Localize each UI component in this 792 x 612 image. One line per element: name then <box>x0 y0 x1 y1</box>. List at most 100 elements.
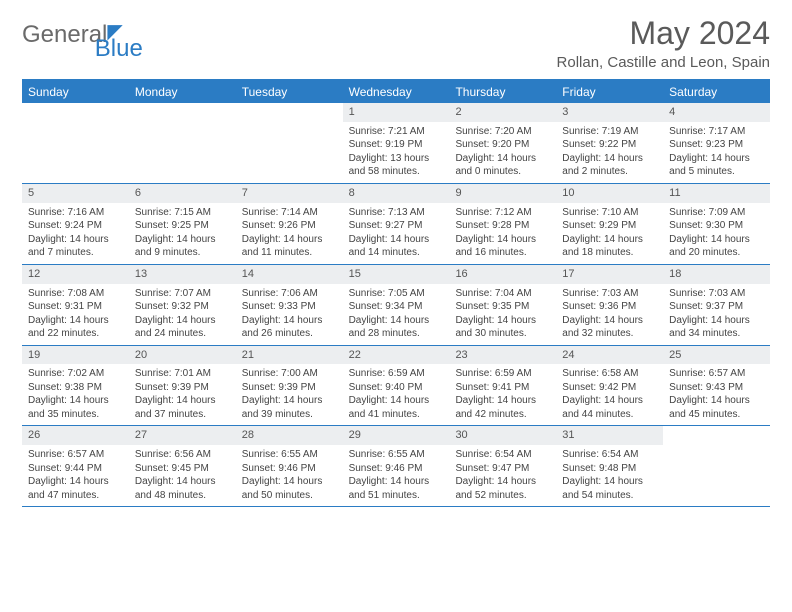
weekday-header: Tuesday <box>236 81 343 103</box>
calendar-day: 8Sunrise: 7:13 AMSunset: 9:27 PMDaylight… <box>343 184 450 264</box>
sunset-text: Sunset: 9:36 PM <box>562 300 657 314</box>
sunrise-text: Sunrise: 6:56 AM <box>135 448 230 462</box>
day-number: 31 <box>556 426 663 445</box>
sunrise-text: Sunrise: 7:20 AM <box>455 125 550 139</box>
sunrise-text: Sunrise: 7:13 AM <box>349 206 444 220</box>
daylight-text: Daylight: 14 hours and 22 minutes. <box>28 314 123 341</box>
weekday-header: Wednesday <box>343 81 450 103</box>
daylight-text: Daylight: 14 hours and 30 minutes. <box>455 314 550 341</box>
sunset-text: Sunset: 9:31 PM <box>28 300 123 314</box>
day-number: 4 <box>663 103 770 122</box>
calendar-day: 5Sunrise: 7:16 AMSunset: 9:24 PMDaylight… <box>22 184 129 264</box>
day-details: Sunrise: 7:03 AMSunset: 9:37 PMDaylight:… <box>663 287 770 341</box>
calendar-day: 26Sunrise: 6:57 AMSunset: 9:44 PMDayligh… <box>22 426 129 506</box>
day-details: Sunrise: 7:03 AMSunset: 9:36 PMDaylight:… <box>556 287 663 341</box>
daylight-text: Daylight: 14 hours and 44 minutes. <box>562 394 657 421</box>
day-number: 19 <box>22 346 129 365</box>
day-number: 6 <box>129 184 236 203</box>
sunrise-text: Sunrise: 6:59 AM <box>455 367 550 381</box>
day-details: Sunrise: 6:55 AMSunset: 9:46 PMDaylight:… <box>343 448 450 502</box>
day-number: 11 <box>663 184 770 203</box>
daylight-text: Daylight: 13 hours and 58 minutes. <box>349 152 444 179</box>
day-number: 5 <box>22 184 129 203</box>
daylight-text: Daylight: 14 hours and 14 minutes. <box>349 233 444 260</box>
calendar-day: 21Sunrise: 7:00 AMSunset: 9:39 PMDayligh… <box>236 346 343 426</box>
calendar-day: 13 Sunrise: 7:07 AMSunset: 9:32 PMDayligh… <box>129 265 236 345</box>
calendar-day: 20Sunrise: 7:01 AMSunset: 9:39 PMDayligh… <box>129 346 236 426</box>
sunrise-text: Sunrise: 6:59 AM <box>349 367 444 381</box>
day-number: 20 <box>129 346 236 365</box>
calendar: SundayMondayTuesdayWednesdayThursdayFrid… <box>22 79 770 507</box>
calendar-week: 19 Sunrise: 7:02 AMSunset: 9:38 PMDayligh… <box>22 346 770 427</box>
sunset-text: Sunset: 9:45 PM <box>135 462 230 476</box>
sunrise-text: Sunrise: 7:19 AM <box>562 125 657 139</box>
day-number: 3 <box>556 103 663 122</box>
logo: General◤ Blue <box>22 15 171 49</box>
sunset-text: Sunset: 9:20 PM <box>455 138 550 152</box>
calendar-week: 5Sunrise: 7:16 AMSunset: 9:24 PMDaylight… <box>22 184 770 265</box>
day-details: Sunrise: 7:02 AMSunset: 9:38 PMDaylight:… <box>22 367 129 421</box>
daylight-text: Daylight: 14 hours and 5 minutes. <box>669 152 764 179</box>
calendar-day: 17Sunrise: 7:03 AMSunset: 9:36 PMDayligh… <box>556 265 663 345</box>
sunrise-text: Sunrise: 7:09 AM <box>669 206 764 220</box>
sunset-text: Sunset: 9:39 PM <box>242 381 337 395</box>
calendar-day: 23Sunrise: 6:59 AMSunset: 9:41 PMDayligh… <box>449 346 556 426</box>
month-title: May 2024 <box>557 15 770 52</box>
sunrise-text: Sunrise: 6:57 AM <box>669 367 764 381</box>
day-details: Sunrise: 7:15 AMSunset: 9:25 PMDaylight:… <box>129 206 236 260</box>
day-number: 16 <box>449 265 556 284</box>
sunset-text: Sunset: 9:39 PM <box>135 381 230 395</box>
day-details: Sunrise: 6:56 AMSunset: 9:45 PMDaylight:… <box>129 448 236 502</box>
weekday-header-row: SundayMondayTuesdayWednesdayThursdayFrid… <box>22 81 770 103</box>
day-details: Sunrise: 6:55 AMSunset: 9:46 PMDaylight:… <box>236 448 343 502</box>
logo-text-blue: Blue <box>95 35 143 63</box>
sunset-text: Sunset: 9:38 PM <box>28 381 123 395</box>
sunrise-text: Sunrise: 7:10 AM <box>562 206 657 220</box>
day-number: 13 <box>129 265 236 284</box>
sunrise-text: Sunrise: 6:58 AM <box>562 367 657 381</box>
daylight-text: Daylight: 14 hours and 16 minutes. <box>455 233 550 260</box>
day-details: Sunrise: 7:09 AMSunset: 9:30 PMDaylight:… <box>663 206 770 260</box>
sunset-text: Sunset: 9:37 PM <box>669 300 764 314</box>
daylight-text: Daylight: 14 hours and 52 minutes. <box>455 475 550 502</box>
day-number: 7 <box>236 184 343 203</box>
daylight-text: Daylight: 14 hours and 37 minutes. <box>135 394 230 421</box>
day-number: 29 <box>343 426 450 445</box>
calendar-day <box>236 103 343 183</box>
day-details: Sunrise: 7:17 AMSunset: 9:23 PMDaylight:… <box>663 125 770 179</box>
sunset-text: Sunset: 9:41 PM <box>455 381 550 395</box>
day-details: Sunrise: 7:07 AMSunset: 9:32 PMDaylight:… <box>129 287 236 341</box>
sunset-text: Sunset: 9:40 PM <box>349 381 444 395</box>
sunset-text: Sunset: 9:32 PM <box>135 300 230 314</box>
calendar-day: 3Sunrise: 7:19 AMSunset: 9:22 PMDaylight… <box>556 103 663 183</box>
sunrise-text: Sunrise: 7:06 AM <box>242 287 337 301</box>
day-details: Sunrise: 7:08 AMSunset: 9:31 PMDaylight:… <box>22 287 129 341</box>
day-number: 22 <box>343 346 450 365</box>
calendar-day: 24Sunrise: 6:58 AMSunset: 9:42 PMDayligh… <box>556 346 663 426</box>
calendar-day: 28Sunrise: 6:55 AMSunset: 9:46 PMDayligh… <box>236 426 343 506</box>
calendar-day: 22Sunrise: 6:59 AMSunset: 9:40 PMDayligh… <box>343 346 450 426</box>
day-details: Sunrise: 7:04 AMSunset: 9:35 PMDaylight:… <box>449 287 556 341</box>
sunset-text: Sunset: 9:43 PM <box>669 381 764 395</box>
day-details: Sunrise: 6:57 AMSunset: 9:43 PMDaylight:… <box>663 367 770 421</box>
sunset-text: Sunset: 9:24 PM <box>28 219 123 233</box>
day-number: 23 <box>449 346 556 365</box>
day-number: 24 <box>556 346 663 365</box>
sunrise-text: Sunrise: 6:55 AM <box>242 448 337 462</box>
sunset-text: Sunset: 9:46 PM <box>242 462 337 476</box>
calendar-day: 4 Sunrise: 7:17 AMSunset: 9:23 PMDaylight… <box>663 103 770 183</box>
calendar-day <box>663 426 770 506</box>
calendar-week: 12Sunrise: 7:08 AMSunset: 9:31 PMDayligh… <box>22 265 770 346</box>
calendar-day: 12Sunrise: 7:08 AMSunset: 9:31 PMDayligh… <box>22 265 129 345</box>
day-number: 30 <box>449 426 556 445</box>
daylight-text: Daylight: 14 hours and 0 minutes. <box>455 152 550 179</box>
sunset-text: Sunset: 9:26 PM <box>242 219 337 233</box>
day-details: Sunrise: 7:20 AMSunset: 9:20 PMDaylight:… <box>449 125 556 179</box>
calendar-day: 18Sunrise: 7:03 AMSunset: 9:37 PMDayligh… <box>663 265 770 345</box>
calendar-day: 30Sunrise: 6:54 AMSunset: 9:47 PMDayligh… <box>449 426 556 506</box>
sunrise-text: Sunrise: 7:21 AM <box>349 125 444 139</box>
sunset-text: Sunset: 9:46 PM <box>349 462 444 476</box>
location: Rollan, Castille and Leon, Spain <box>557 54 770 71</box>
weekday-header: Friday <box>556 81 663 103</box>
day-details: Sunrise: 6:54 AMSunset: 9:48 PMDaylight:… <box>556 448 663 502</box>
